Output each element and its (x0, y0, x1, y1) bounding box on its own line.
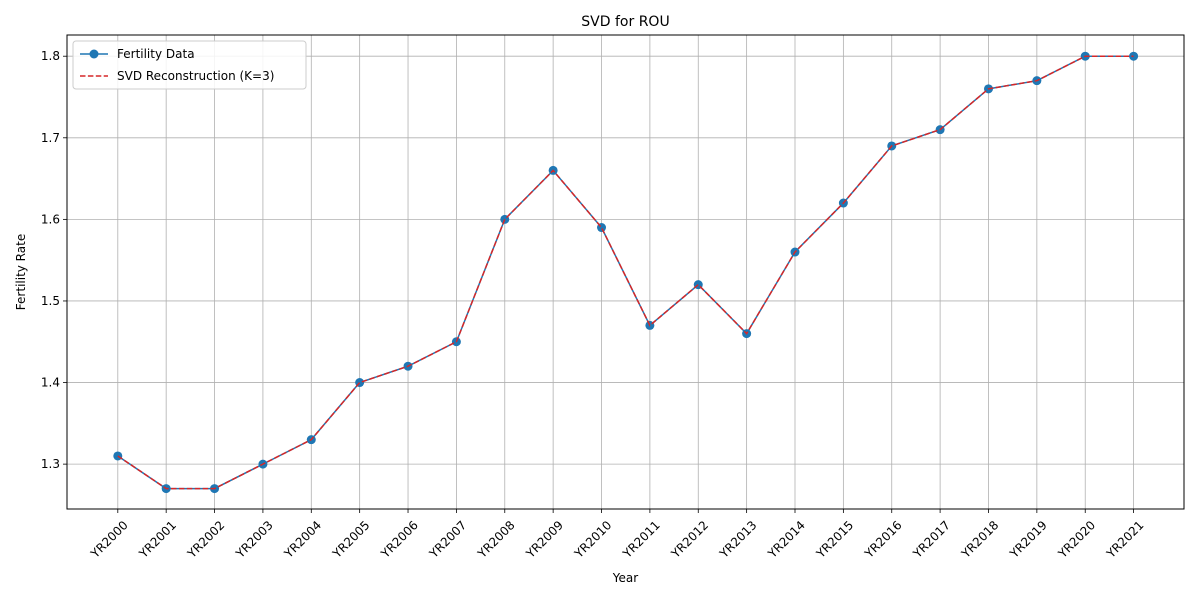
y-axis-label: Fertility Rate (14, 234, 28, 310)
y-tick-label: 1.8 (41, 49, 60, 63)
y-axis-ticks: 1.3 1.4 1.5 1.6 1.7 1.8 (41, 49, 67, 471)
series-line-svd-reconstruction (117, 55, 1134, 490)
y-tick-label: 1.7 (41, 131, 60, 145)
legend-box (72, 40, 307, 90)
y-tick-label: 1.4 (41, 376, 60, 390)
grid-lines (67, 35, 1184, 509)
y-tick-label: 1.6 (41, 212, 60, 226)
legend-label-svd-reconstruction: SVD Reconstruction (K=3) (117, 69, 274, 83)
legend-marker-fertility-data (89, 49, 99, 59)
plot-frame (66, 34, 1185, 510)
y-tick-label: 1.3 (41, 457, 60, 471)
chart-title: SVD for ROU (581, 14, 669, 30)
legend: Fertility Data SVD Reconstruction (K=3) (72, 40, 307, 90)
series-layer (113, 51, 1139, 494)
x-axis-label: Year (612, 571, 638, 585)
legend-label-fertility-data: Fertility Data (117, 47, 195, 61)
y-tick-label: 1.5 (41, 294, 60, 308)
